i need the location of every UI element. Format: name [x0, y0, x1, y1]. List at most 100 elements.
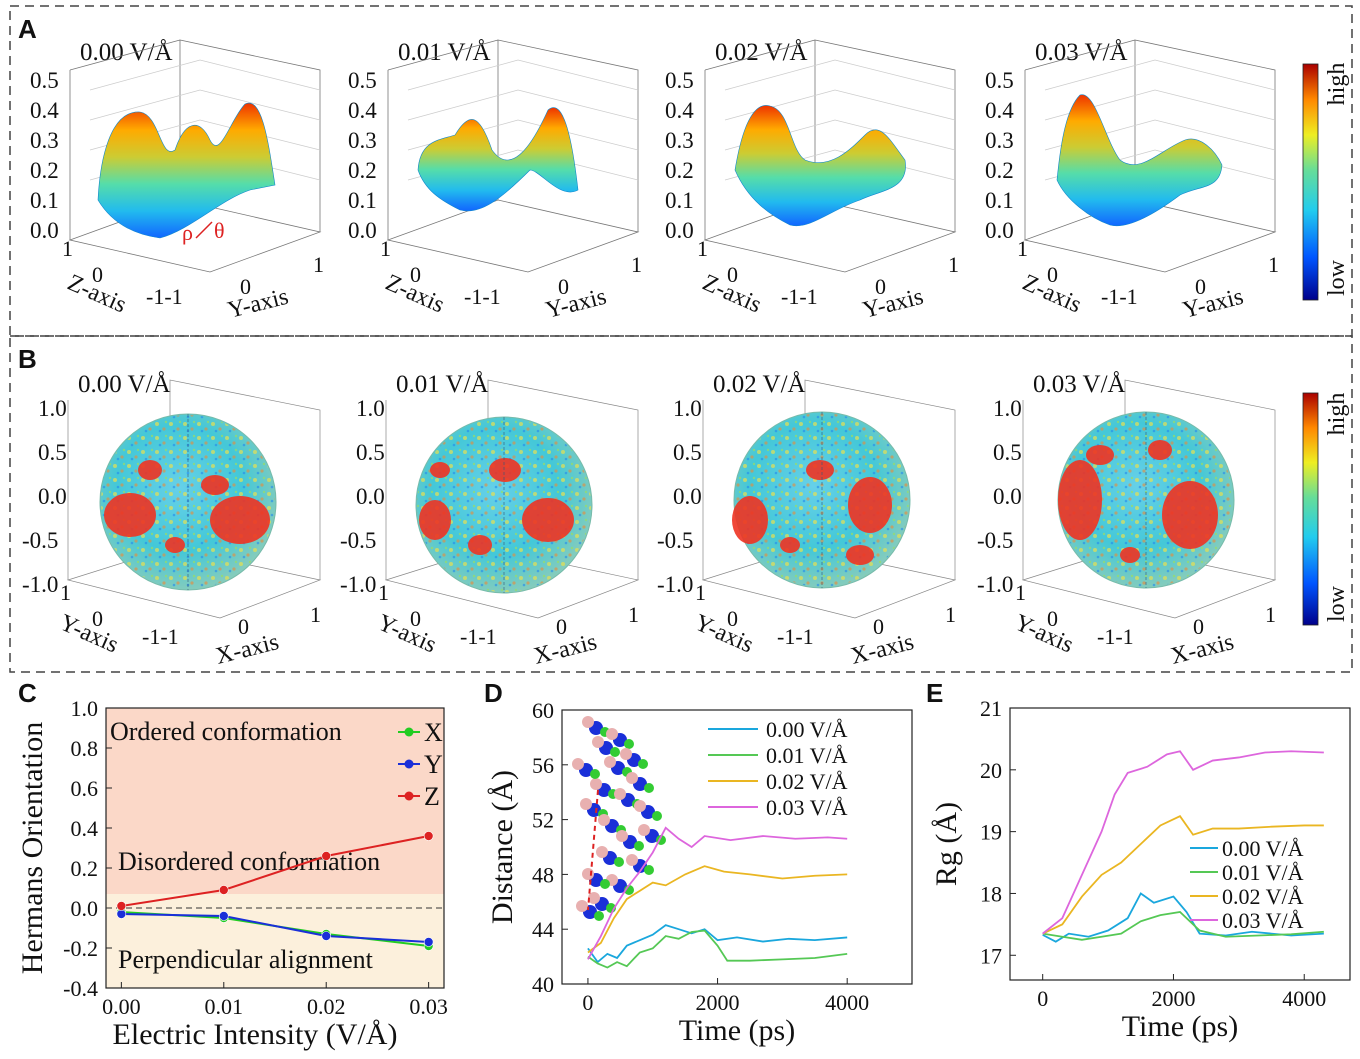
atom-h — [626, 772, 638, 784]
sphere-ztick: -0.5 — [340, 528, 376, 553]
legend-label: 0.00 V/Å — [1222, 836, 1304, 861]
legend-marker — [404, 727, 414, 737]
sphere-axis2-label: X-axis — [531, 629, 599, 670]
sphere-ztick: -1.0 — [977, 572, 1013, 597]
surface-tick: -1-1 — [1101, 284, 1138, 309]
sphere-tick: -1-1 — [1097, 624, 1134, 649]
surface-ztick: 0.2 — [985, 158, 1014, 183]
sphere-ztick: 0.0 — [673, 484, 702, 509]
surface-ztick: 0.3 — [30, 128, 59, 153]
surface-ztick: 0.4 — [665, 98, 694, 123]
series-line-1 — [587, 929, 848, 969]
panel-a-surfaces: 0.00 V/Å0.50.40.30.20.10.010-1-1 01Z-axis… — [30, 39, 1279, 324]
surface-ztick: 0.5 — [985, 68, 1014, 93]
legend-label: 0.01 V/Å — [766, 743, 848, 768]
surface-axes-box — [68, 39, 322, 273]
series-point-Z — [423, 831, 434, 841]
surface-tick: -1-1 — [781, 284, 818, 309]
annotation-ordered: Ordered conformation — [110, 717, 342, 746]
colorbar-b-high: high — [1324, 393, 1350, 436]
sphere-axis2-label: X-axis — [213, 629, 281, 670]
y-tick-label: 21 — [980, 696, 1002, 721]
legend-marker — [404, 791, 414, 801]
sphere-ztick: 1.0 — [673, 396, 702, 421]
sphere-hotspot — [846, 545, 874, 565]
series-point-Z — [116, 901, 127, 911]
surface-mesh-1 — [417, 107, 579, 212]
series-line-Z — [121, 835, 429, 907]
surface-tick: 0 — [92, 262, 103, 287]
atom-h — [582, 716, 594, 728]
atom-h — [588, 892, 600, 904]
sphere-tick: 0 — [556, 614, 567, 639]
sphere-hotspot — [104, 493, 156, 537]
atom-h — [576, 900, 588, 912]
panel-a-frame — [9, 5, 1353, 337]
surface-ztick: 0.4 — [348, 98, 377, 123]
y-tick-label: 60 — [532, 698, 554, 723]
sphere-ztick: 0.5 — [38, 440, 67, 465]
series-line-3 — [1042, 750, 1324, 935]
sphere-hotspot — [806, 460, 834, 480]
x-axis-label: Time (ps) — [1122, 1010, 1238, 1043]
x-tick-label: 2000 — [696, 990, 740, 1015]
sphere-hotspot — [138, 460, 162, 480]
sphere-axis2-label: X-axis — [1168, 629, 1236, 670]
sphere-hotspot — [780, 537, 800, 553]
sphere-tick: -1-1 — [142, 624, 179, 649]
sphere-axis1-label: Y-axis — [1011, 610, 1078, 659]
atom-c — [638, 759, 648, 769]
atom-c — [594, 911, 604, 921]
chart-e: 21 20 19 18 17 0 2000 4000 Time (ps) Rg (Å) 0.00 V… — [930, 696, 1351, 1043]
atom-h — [582, 868, 594, 880]
y-tick-label: 0.4 — [71, 816, 99, 841]
sphere-tick: 0 — [92, 606, 103, 631]
surface-tick: 0 — [558, 274, 569, 299]
legend-label: 0.02 V/Å — [1222, 884, 1304, 909]
surface-ztick: 0.5 — [348, 68, 377, 93]
surface-ztick: 0.1 — [985, 188, 1014, 213]
chart-d: 60 56 52 48 44 40 0 2000 4000 Time (ps) Distance (… — [486, 698, 913, 1047]
y-axis-label: Hermans Orientation — [16, 722, 49, 974]
series-point-Z — [321, 851, 332, 861]
y-tick-label: 40 — [532, 972, 554, 997]
y-tick-label: 52 — [532, 808, 554, 833]
surface-ztick: 0.4 — [985, 98, 1014, 123]
surface-ztick: 0.2 — [348, 158, 377, 183]
atom-h — [604, 756, 616, 768]
surface-ztick: 0.1 — [665, 188, 694, 213]
surface-ztick: 0.5 — [30, 68, 59, 93]
sphere-field-label: 0.01 V/Å — [396, 371, 489, 398]
sphere-field-label: 0.00 V/Å — [78, 371, 171, 398]
series-line-2 — [587, 865, 848, 954]
series-line-0 — [1042, 892, 1324, 943]
sphere-ztick: 0.0 — [356, 484, 385, 509]
distance-marker — [587, 789, 599, 911]
surface-ztick: 0.3 — [348, 128, 377, 153]
y-tick-label: 0.6 — [71, 776, 99, 801]
legend-label: Y — [424, 750, 443, 779]
atom-c — [624, 739, 634, 749]
y-tick-label: 18 — [980, 881, 1002, 906]
sphere-tick: 0 — [410, 606, 421, 631]
sphere-ztick: 0.5 — [673, 440, 702, 465]
surface-axes-box — [386, 39, 640, 273]
surface-tick: 1 — [313, 252, 324, 277]
sphere-tick: 0 — [727, 606, 738, 631]
surface-ztick: 0.0 — [985, 218, 1014, 243]
sphere-hotspot — [1148, 440, 1172, 460]
surface-ztick: 0.0 — [348, 218, 377, 243]
x-tick-label: 4000 — [825, 990, 869, 1015]
sphere-hotspot — [165, 537, 185, 553]
atom-h — [614, 788, 626, 800]
colorbar-b-low: low — [1324, 585, 1350, 622]
surface-grid — [1044, 59, 1276, 181]
sphere-tick: 1 — [1015, 580, 1026, 605]
sphere-axis1-label: Y-axis — [374, 610, 441, 659]
surface-tick: 1 — [1268, 252, 1279, 277]
atom-c — [614, 857, 624, 867]
molecule-inset — [572, 716, 666, 921]
plot-frame — [561, 709, 913, 985]
surface-grid — [407, 59, 639, 181]
atom-c — [634, 841, 644, 851]
